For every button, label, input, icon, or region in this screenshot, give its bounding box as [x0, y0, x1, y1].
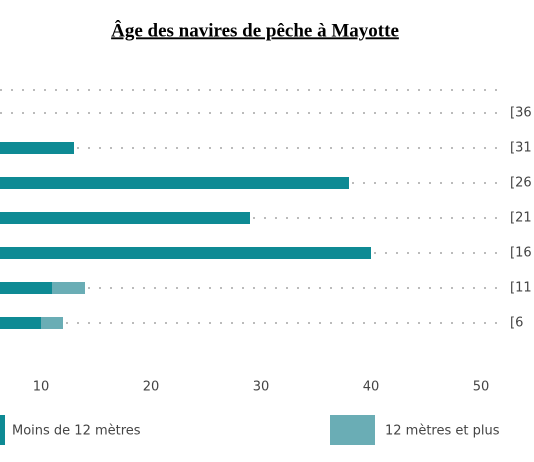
bar [41, 317, 63, 329]
y-tick-label: [31 [510, 141, 532, 156]
x-tick-label: 40 [363, 380, 380, 395]
y-tick-label: [21 [510, 211, 532, 226]
x-tick-label: 30 [253, 380, 270, 395]
bar [52, 282, 85, 294]
x-tick-label: 50 [473, 380, 490, 395]
bar [0, 317, 41, 329]
legend-swatch [0, 415, 5, 445]
chart-title: Âge des navires de pêche à Mayotte [111, 19, 399, 41]
legend-label: 12 mètres et plus [385, 424, 500, 439]
legend-label: Moins de 12 mètres [12, 424, 141, 439]
bar [0, 212, 250, 224]
y-tick-label: [11 [510, 281, 532, 296]
bar [0, 282, 52, 294]
bar [0, 142, 74, 154]
y-tick-label: [6 [510, 316, 523, 331]
y-tick-label: [36 [510, 106, 532, 121]
bar [0, 247, 371, 259]
y-tick-label: [16 [510, 246, 532, 261]
bar [0, 177, 349, 189]
x-tick-label: 20 [143, 380, 160, 395]
legend-swatch [330, 415, 375, 445]
y-tick-label: [26 [510, 176, 532, 191]
x-tick-label: 10 [33, 380, 50, 395]
